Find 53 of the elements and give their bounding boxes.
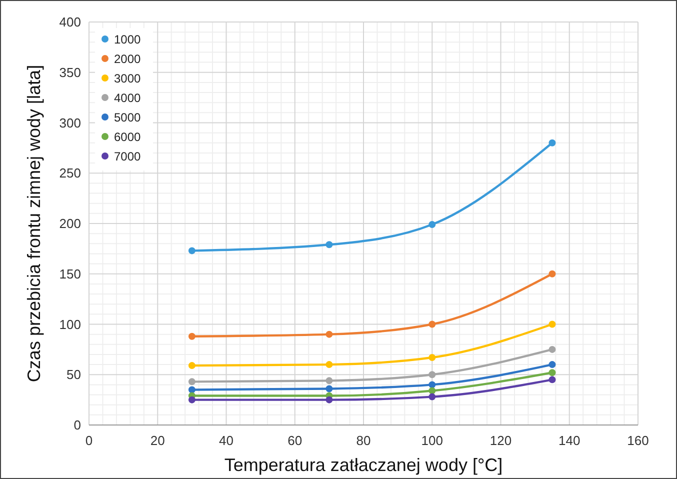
point [428, 387, 436, 394]
x-tick-label: 80 [356, 433, 371, 448]
legend-label: 2000 [114, 52, 142, 66]
y-tick-label: 250 [59, 166, 81, 181]
point [548, 320, 556, 328]
point [188, 386, 196, 394]
y-tick-label: 100 [59, 316, 81, 332]
point [326, 396, 333, 404]
point [188, 362, 196, 370]
point [428, 320, 436, 328]
x-tick-label: 100 [421, 433, 443, 448]
point [548, 139, 556, 146]
point [548, 369, 556, 376]
x-tick-label: 160 [627, 433, 649, 448]
x-tick-label: 60 [288, 433, 302, 448]
x-tick-label: 140 [558, 433, 580, 448]
x-tick-label: 0 [85, 433, 93, 448]
point [428, 354, 436, 361]
y-tick-label: 150 [59, 266, 81, 282]
legend-label: 6000 [114, 130, 142, 144]
point [428, 221, 436, 228]
y-tick-label: 350 [59, 64, 81, 80]
x-axis-title: Temperatura zatłaczanej wody [°C] [224, 455, 503, 475]
x-tick-label: 20 [150, 433, 165, 448]
point [428, 393, 436, 400]
point [326, 361, 333, 368]
point [326, 377, 333, 384]
point [188, 378, 196, 386]
point [188, 396, 196, 404]
legend-label: 3000 [114, 72, 142, 86]
point [548, 346, 556, 353]
y-axis-title: Czas przebicia frontu zimnej wody [lata] [24, 64, 44, 382]
point [428, 371, 436, 378]
x-tick-label: 120 [490, 433, 512, 448]
legend-label: 1000 [114, 32, 142, 46]
point [326, 385, 333, 392]
point [326, 241, 333, 248]
point [548, 270, 556, 278]
x-tick-label: 40 [219, 433, 234, 448]
legend-label: 7000 [114, 150, 142, 164]
y-tick-label: 400 [59, 14, 81, 30]
y-tick-label: 50 [66, 367, 81, 382]
y-tick-label: 300 [59, 115, 81, 130]
point [548, 376, 556, 384]
y-tick-label: 200 [59, 216, 81, 231]
y-tick-label: 0 [74, 418, 81, 432]
legend-label: 4000 [114, 91, 142, 105]
point [188, 247, 196, 254]
point [428, 381, 436, 388]
legend-label: 5000 [114, 110, 142, 124]
point [326, 330, 333, 338]
point [548, 361, 556, 368]
point [188, 332, 196, 340]
